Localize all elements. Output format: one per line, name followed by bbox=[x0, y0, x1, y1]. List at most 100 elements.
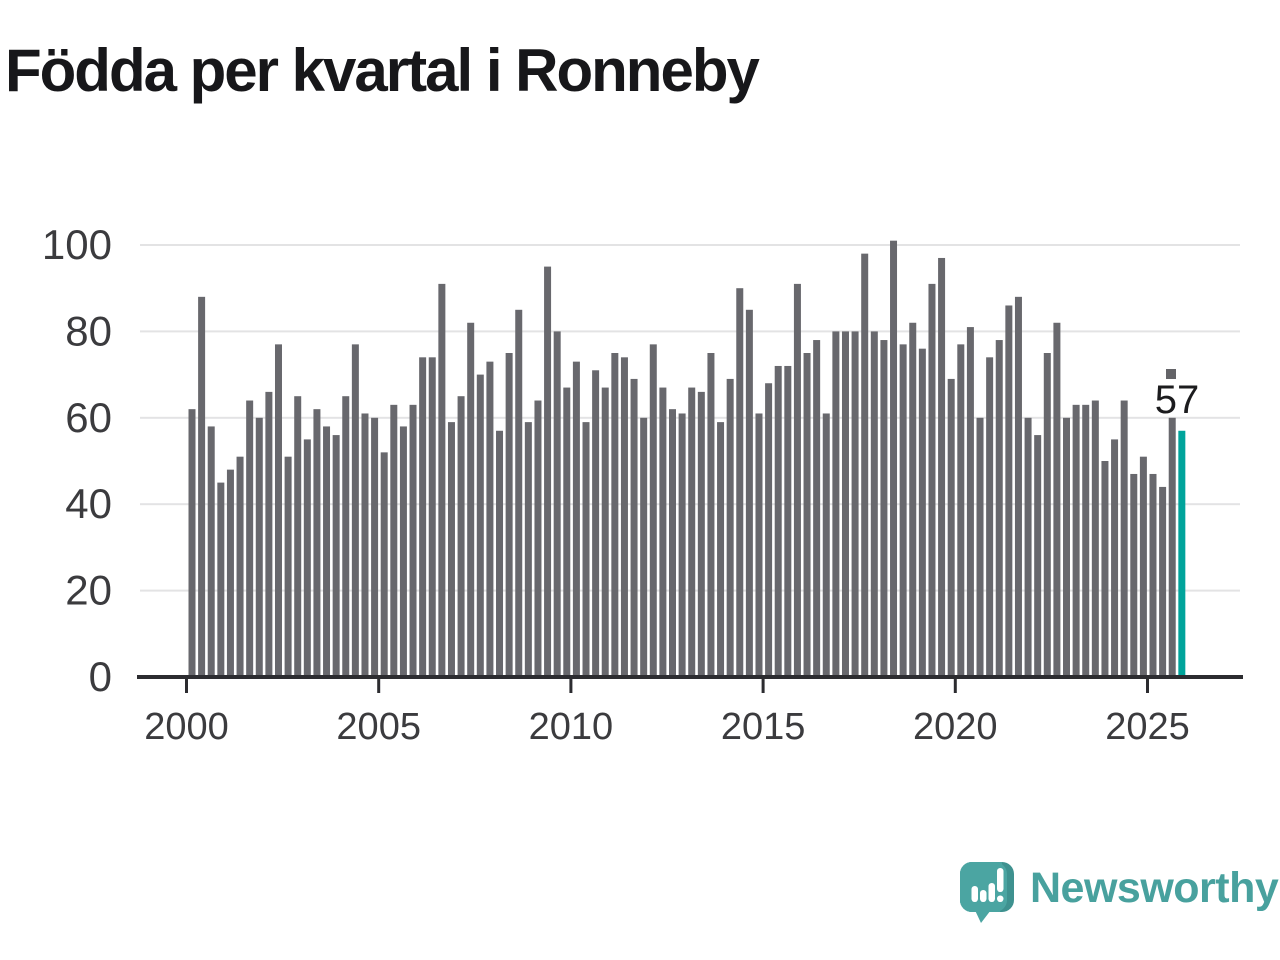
bar bbox=[1005, 305, 1013, 677]
bar bbox=[928, 283, 936, 677]
bar bbox=[649, 344, 657, 677]
x-axis-tick-label: 2020 bbox=[913, 706, 998, 748]
bar bbox=[995, 340, 1003, 677]
bar bbox=[1014, 296, 1022, 677]
chart-title: Födda per kvartal i Ronneby bbox=[5, 37, 760, 104]
x-axis-tick bbox=[377, 679, 381, 693]
bar bbox=[515, 309, 523, 677]
x-axis-tick-label: 2000 bbox=[144, 706, 229, 748]
bar bbox=[1024, 417, 1032, 677]
bar bbox=[1063, 417, 1071, 677]
bar bbox=[755, 413, 763, 677]
y-axis-tick-label: 60 bbox=[65, 394, 112, 441]
bar bbox=[745, 309, 753, 677]
bar bbox=[899, 344, 907, 677]
bar bbox=[803, 353, 811, 677]
x-axis-tick bbox=[185, 679, 188, 693]
bar bbox=[1168, 417, 1176, 677]
bar bbox=[1139, 456, 1147, 677]
bar bbox=[611, 353, 619, 677]
bar bbox=[371, 417, 379, 677]
bar bbox=[909, 322, 917, 677]
bar bbox=[544, 266, 552, 677]
bar bbox=[390, 404, 398, 677]
bar bbox=[361, 413, 369, 677]
bar bbox=[736, 288, 744, 677]
bar bbox=[793, 283, 801, 677]
bar bbox=[870, 331, 878, 677]
bar bbox=[1159, 486, 1167, 677]
bar bbox=[1053, 322, 1061, 677]
bar bbox=[496, 430, 504, 677]
bar bbox=[246, 400, 254, 677]
bar bbox=[582, 422, 590, 677]
bar bbox=[419, 357, 427, 677]
bar bbox=[669, 409, 676, 677]
x-axis-tick bbox=[1146, 679, 1149, 693]
bar bbox=[428, 357, 436, 677]
x-axis-tick bbox=[953, 679, 957, 693]
bar bbox=[207, 426, 215, 677]
bar bbox=[380, 452, 388, 677]
bar bbox=[524, 422, 532, 677]
bar bbox=[976, 417, 984, 677]
y-axis-tick-label: 100 bbox=[42, 221, 112, 268]
bar bbox=[255, 417, 263, 677]
bar bbox=[284, 456, 292, 677]
bar bbox=[294, 396, 302, 677]
y-axis-tick-label: 20 bbox=[65, 567, 112, 614]
x-axis-tick-label: 2010 bbox=[529, 706, 614, 748]
bar bbox=[553, 331, 561, 677]
bar bbox=[851, 331, 859, 677]
bar bbox=[323, 426, 331, 677]
bar bbox=[890, 240, 898, 677]
bar bbox=[303, 439, 311, 677]
bar bbox=[717, 422, 725, 677]
x-axis-tick bbox=[761, 679, 765, 693]
bar bbox=[697, 391, 705, 677]
y-axis-tick-label: 40 bbox=[65, 480, 112, 527]
bar bbox=[409, 404, 417, 677]
bar bbox=[726, 378, 734, 677]
bar bbox=[986, 357, 994, 677]
bar bbox=[861, 253, 869, 677]
bar bbox=[399, 426, 407, 677]
bar bbox=[813, 340, 821, 677]
bar bbox=[601, 387, 609, 677]
bar bbox=[822, 413, 830, 677]
x-axis-tick-label: 2005 bbox=[336, 706, 421, 748]
bar bbox=[505, 353, 513, 677]
bar bbox=[1072, 404, 1080, 677]
bar bbox=[678, 413, 686, 677]
bar bbox=[784, 365, 792, 677]
bar bbox=[226, 469, 234, 677]
bar bbox=[198, 296, 206, 677]
latest-marker-square-icon bbox=[1166, 369, 1176, 379]
x-axis-tick bbox=[569, 679, 573, 693]
bar bbox=[217, 482, 225, 677]
bar bbox=[457, 396, 465, 677]
bar bbox=[1111, 439, 1119, 677]
bar bbox=[947, 378, 955, 677]
bar bbox=[1082, 404, 1090, 677]
x-axis-line bbox=[137, 675, 1243, 679]
y-axis-tick-label: 80 bbox=[65, 307, 112, 354]
bar bbox=[880, 340, 888, 677]
bar-highlighted-latest bbox=[1178, 430, 1186, 677]
newsworthy-logo: Newsworthy bbox=[960, 858, 1279, 926]
bar bbox=[918, 348, 926, 677]
x-axis-tick-label: 2015 bbox=[721, 706, 806, 748]
bar bbox=[1120, 400, 1128, 677]
bar bbox=[630, 378, 638, 677]
bar bbox=[332, 435, 340, 677]
bar bbox=[572, 361, 580, 677]
bar bbox=[841, 331, 849, 677]
bar bbox=[592, 370, 600, 677]
bar bbox=[351, 344, 359, 677]
bar bbox=[1101, 461, 1109, 677]
bar bbox=[938, 257, 946, 677]
latest-value-label: 57 bbox=[1154, 378, 1200, 422]
bar bbox=[659, 387, 667, 677]
